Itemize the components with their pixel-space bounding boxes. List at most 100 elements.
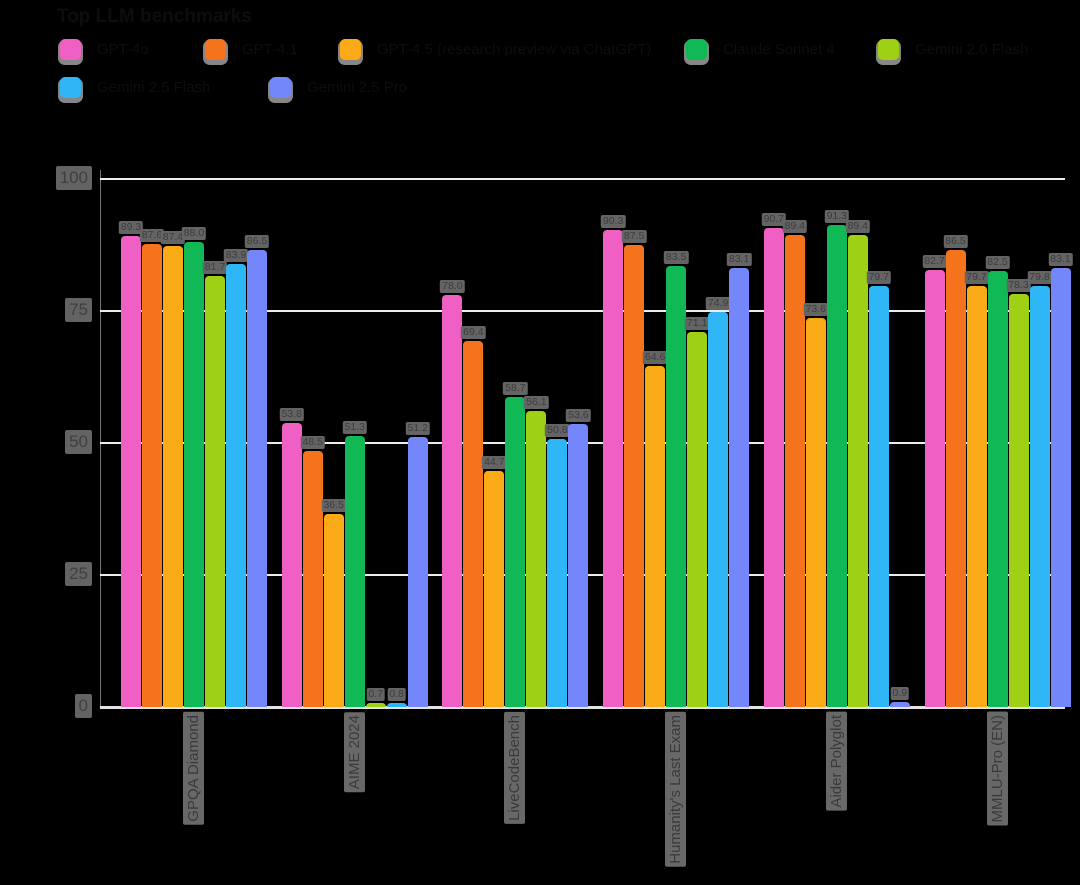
bar-value-label: 0.7 xyxy=(366,688,385,702)
bar: 51.3 xyxy=(342,421,367,707)
legend-item: GPT-4.5 (research preview via ChatGPT) xyxy=(340,38,651,60)
bar-value-label: 78.3 xyxy=(1006,278,1031,292)
bar-value-label: 53.6 xyxy=(566,409,591,422)
bar: 78.0 xyxy=(440,280,465,707)
bar: 82.5 xyxy=(985,256,1010,707)
legend-item: GPT-4.1 xyxy=(205,38,298,60)
x-axis-baseline xyxy=(100,706,1065,709)
bar-value-label: 48.5 xyxy=(300,435,325,449)
bar: 48.5 xyxy=(300,435,325,707)
bar-value-label: 36.5 xyxy=(321,499,346,513)
bar-value-label: 89.4 xyxy=(782,219,808,233)
gridline xyxy=(100,178,1065,180)
bar-value-label: 86.5 xyxy=(943,235,968,249)
bar-value-label: 89.4 xyxy=(845,219,871,233)
bar: 56.1 xyxy=(524,395,549,707)
bar: 86.5 xyxy=(244,235,270,707)
bar-value-label: 53.8 xyxy=(279,407,304,421)
legend-swatch xyxy=(686,38,707,60)
bar: 88.0 xyxy=(181,227,207,707)
legend-swatch xyxy=(205,38,226,60)
bar-value-label: 51.2 xyxy=(405,421,430,435)
bar: 51.2 xyxy=(405,421,430,707)
bar-value-label: 79.7 xyxy=(964,271,989,285)
legend-swatch xyxy=(878,38,899,60)
bar-group: 78.0 69.4 44.7 58.7 56.1 50.8 53.6 xyxy=(440,149,591,707)
bar-value-label: 90.3 xyxy=(600,215,626,229)
bar: 74.9 xyxy=(705,296,731,707)
bar-value-label: 83.1 xyxy=(726,253,752,267)
x-axis-label: Humanity's Last Exam xyxy=(665,712,687,867)
bar-value-label: 87.5 xyxy=(621,230,647,243)
y-axis-line xyxy=(100,170,101,707)
gridline xyxy=(100,310,1065,312)
bar-value-label: 73.6 xyxy=(803,303,829,317)
bar-value-label: 79.7 xyxy=(866,271,892,285)
bar: 86.5 xyxy=(943,235,968,707)
bar: 79.8 xyxy=(1027,270,1052,707)
bar-value-label: 50.8 xyxy=(545,423,570,437)
bar: 89.3 xyxy=(118,220,144,707)
legend-item-label: Gemini 2.5 Flash xyxy=(97,78,211,96)
bar: 64.6 xyxy=(642,350,668,707)
bar-value-label: 87.6 xyxy=(139,229,165,243)
x-axis-label: AIME 2024 xyxy=(343,712,365,793)
bar-value-label: 64.6 xyxy=(642,350,668,364)
bar: 73.6 xyxy=(803,303,829,707)
bar-value-label: 91.3 xyxy=(824,209,850,223)
bar-value-label: 82.7 xyxy=(922,255,947,269)
bar-group: 89.3 87.6 87.4 88.0 81.7 83.9 86.5 xyxy=(118,149,270,707)
bar: 44.7 xyxy=(482,455,507,707)
bar-value-label: 89.3 xyxy=(118,220,144,234)
bar: 91.3 xyxy=(824,209,850,707)
bar: 89.4 xyxy=(782,219,808,707)
legend-item: GPT-4o xyxy=(60,38,149,60)
legend-item-label: Gemini 2.5 Pro xyxy=(307,78,408,96)
legend-item: Claude Sonnet 4 xyxy=(686,38,835,60)
bar: 87.6 xyxy=(139,229,165,707)
legend-item: Gemini 2.5 Pro xyxy=(270,76,407,98)
bar-value-label: 83.9 xyxy=(223,249,249,263)
bar-value-label: 71.1 xyxy=(684,316,710,330)
x-axis-label: MMLU-Pro (EN) xyxy=(986,712,1008,826)
bar-group: 82.7 86.5 79.7 82.5 78.3 79.8 83.1 xyxy=(922,149,1073,707)
y-tick-label: 0 xyxy=(0,694,92,718)
y-tick-label: 75 xyxy=(0,298,92,322)
bar: 87.4 xyxy=(160,230,186,707)
x-axis-label: GPQA Diamond xyxy=(183,712,204,825)
legend-swatch xyxy=(60,76,81,98)
legend-item-label: Gemini 2.0 Flash xyxy=(915,40,1029,58)
bar-value-label: 86.5 xyxy=(244,235,270,249)
y-tick-label: 50 xyxy=(0,430,92,454)
bar-value-label: 78.0 xyxy=(440,280,465,294)
bar-value-label: 69.4 xyxy=(461,325,486,339)
y-tick-label: 25 xyxy=(0,562,92,586)
bar: 82.7 xyxy=(922,255,947,707)
bar-value-label: 44.7 xyxy=(482,455,507,469)
bar: 83.5 xyxy=(663,251,689,707)
bar-value-label: 0.9 xyxy=(890,687,910,701)
bar: 83.1 xyxy=(1048,253,1073,707)
bar-value-label: 83.1 xyxy=(1048,253,1073,267)
bar: 53.6 xyxy=(566,409,591,707)
bar-value-label: 81.7 xyxy=(202,260,228,274)
bar: 81.7 xyxy=(202,260,228,707)
bar-group: 90.3 87.5 64.6 83.5 71.1 74.9 83.1 xyxy=(600,149,752,707)
bar: 0.8 xyxy=(386,687,407,707)
bar-value-label: 56.1 xyxy=(524,395,549,409)
bar-value-label: 87.4 xyxy=(160,230,186,244)
bar: 89.4 xyxy=(845,219,871,707)
bar-value-label: 90.7 xyxy=(761,213,787,227)
bar: 0.7 xyxy=(365,688,386,707)
bar-value-label: 58.7 xyxy=(503,382,528,396)
bar: 90.7 xyxy=(761,213,787,707)
x-axis-label: Aider Polyglot xyxy=(825,712,847,811)
bar: 71.1 xyxy=(684,316,710,707)
bar-value-label: 82.5 xyxy=(985,256,1010,270)
legend-swatch xyxy=(270,76,291,98)
bar: 50.8 xyxy=(545,423,570,707)
bar: 83.1 xyxy=(726,253,752,707)
chart-title: Top LLM benchmarks xyxy=(57,6,252,27)
bar-value-label: 88.0 xyxy=(181,227,207,241)
